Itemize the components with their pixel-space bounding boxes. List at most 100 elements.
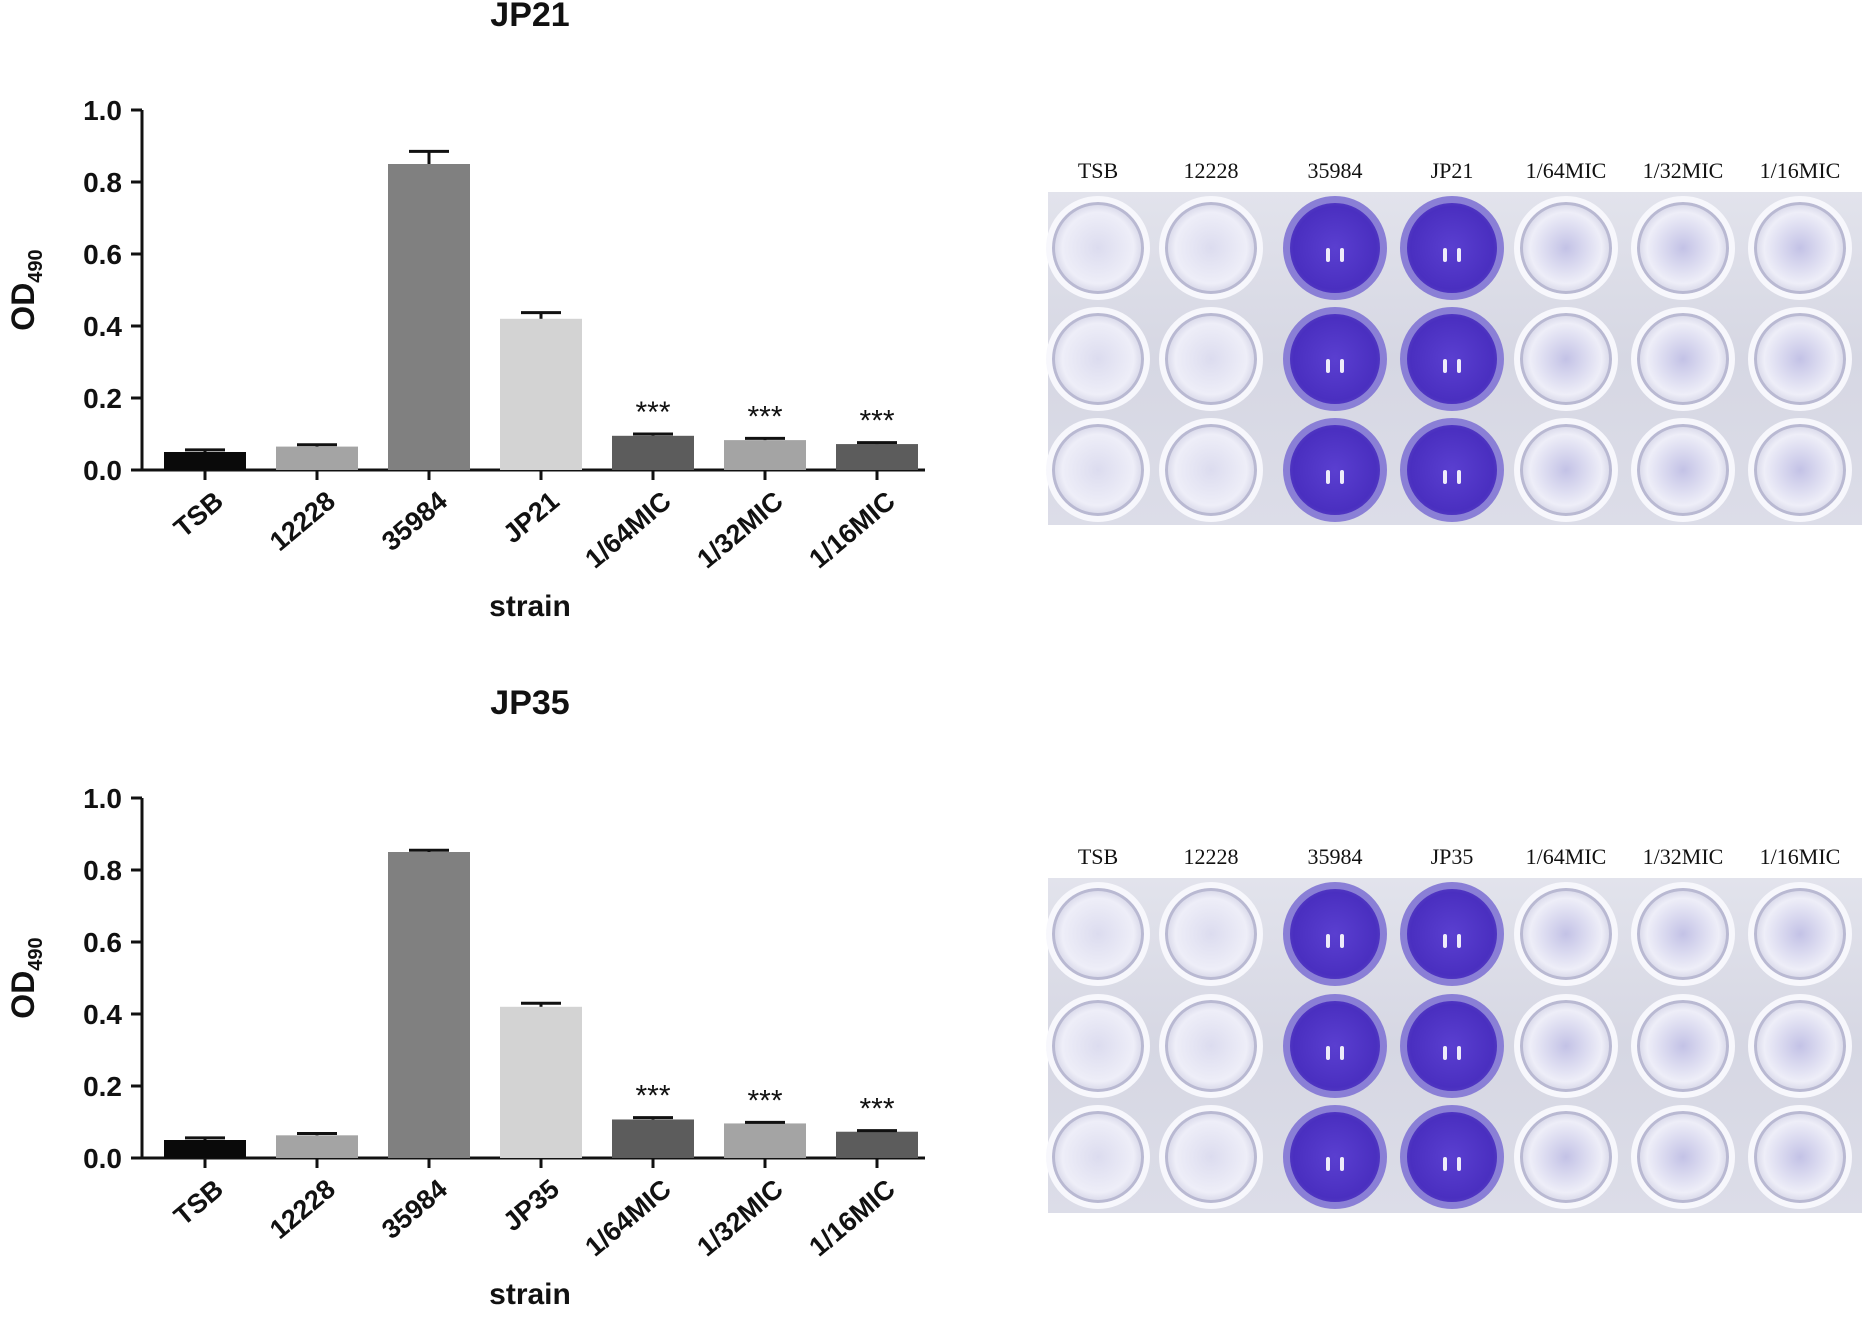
chart-title: JP35 bbox=[490, 688, 569, 722]
bar-1-32mic bbox=[724, 1123, 806, 1158]
plate-well bbox=[1046, 417, 1150, 522]
y-tick-label: 0.6 bbox=[83, 927, 122, 958]
well-reflection bbox=[1457, 247, 1461, 262]
plate-well bbox=[1283, 881, 1387, 986]
plate-well bbox=[1283, 417, 1387, 522]
y-axis-label: OD490 bbox=[5, 937, 47, 1018]
plate-column-labels: TSB 12228 35984 JP35 1/64MIC 1/32MIC 1/16MIC bbox=[1048, 836, 1862, 880]
x-tick-label: 1/16MIC bbox=[803, 1174, 900, 1263]
well-reflection bbox=[1326, 247, 1330, 262]
plate-well bbox=[1514, 195, 1618, 300]
plate-well bbox=[1400, 881, 1504, 986]
well-reflection bbox=[1443, 933, 1447, 948]
plate-label: 1/32MIC bbox=[1642, 158, 1724, 183]
y-tick-label: 0.0 bbox=[83, 455, 122, 486]
x-tick-label: 35984 bbox=[376, 1174, 453, 1245]
bar-chart-jp35: JP35 0.0 0.2 0.4 0.6 0.8 1.0 OD490 TSB 12228 35984… bbox=[5, 688, 925, 1311]
plate-well bbox=[1748, 417, 1852, 522]
plate-well bbox=[1631, 993, 1735, 1098]
plate-well bbox=[1631, 306, 1735, 411]
plate-well bbox=[1400, 1105, 1504, 1210]
plate-well bbox=[1631, 1105, 1735, 1210]
plate-well bbox=[1046, 306, 1150, 411]
plate-well bbox=[1400, 306, 1504, 411]
well-reflection bbox=[1340, 358, 1344, 373]
plate-well bbox=[1514, 306, 1618, 411]
well-reflection bbox=[1443, 247, 1447, 262]
bar-1-64mic bbox=[612, 435, 694, 470]
plate-well bbox=[1748, 993, 1852, 1098]
plate-label: 12228 bbox=[1183, 158, 1239, 183]
x-tick-label: TSB bbox=[168, 486, 229, 544]
y-tick-label: 0.2 bbox=[83, 383, 122, 414]
plate-well bbox=[1159, 306, 1263, 411]
bar-1-32mic bbox=[724, 440, 806, 470]
significance-marker: *** bbox=[635, 396, 670, 429]
y-tick-label: 1.0 bbox=[83, 783, 122, 814]
x-tick-label: JP21 bbox=[497, 486, 565, 550]
plate-board bbox=[1046, 192, 1862, 525]
plate-well bbox=[1283, 993, 1387, 1098]
x-tick-label: 12228 bbox=[264, 486, 341, 557]
bar-jp35 bbox=[500, 1006, 582, 1158]
y-tick-label: 0.2 bbox=[83, 1071, 122, 1102]
x-tick-label: 1/32MIC bbox=[691, 486, 788, 575]
plate-well bbox=[1046, 881, 1150, 986]
well-reflection bbox=[1457, 469, 1461, 484]
significance-marker: *** bbox=[859, 1093, 894, 1126]
y-tick-label: 0.8 bbox=[83, 167, 122, 198]
plate-label: 1/32MIC bbox=[1642, 844, 1724, 869]
well-reflection bbox=[1340, 1157, 1344, 1172]
well-reflection bbox=[1326, 358, 1330, 373]
plate-label: 35984 bbox=[1307, 844, 1363, 869]
well-reflection bbox=[1457, 358, 1461, 373]
significance-marker: *** bbox=[635, 1080, 670, 1113]
plate-well bbox=[1159, 881, 1263, 986]
x-tick-label: 1/16MIC bbox=[803, 486, 900, 575]
bar-12228 bbox=[276, 446, 358, 470]
well-reflection bbox=[1457, 1045, 1461, 1060]
plate-well bbox=[1400, 417, 1504, 522]
x-axis-label: strain bbox=[489, 1278, 571, 1311]
well-reflection bbox=[1443, 469, 1447, 484]
plate-label: 1/64MIC bbox=[1525, 844, 1607, 869]
plate-well bbox=[1748, 1105, 1852, 1210]
well-plate-photo-jp21: TSB 12228 35984 JP21 1/64MIC 1/32MIC 1/16MIC bbox=[1046, 150, 1862, 525]
chart-title: JP21 bbox=[490, 0, 569, 34]
bar-35984 bbox=[388, 852, 470, 1158]
plate-well bbox=[1046, 1105, 1150, 1210]
plate-well bbox=[1159, 993, 1263, 1098]
x-tick-label: 1/64MIC bbox=[579, 1174, 676, 1263]
y-tick-label: 0.4 bbox=[83, 311, 122, 342]
well-reflection bbox=[1340, 933, 1344, 948]
y-axis-label: OD490 bbox=[5, 249, 47, 330]
significance-marker: *** bbox=[747, 400, 782, 433]
well-reflection bbox=[1457, 933, 1461, 948]
plate-well bbox=[1748, 195, 1852, 300]
plate-well bbox=[1631, 195, 1735, 300]
plate-well bbox=[1159, 195, 1263, 300]
y-tick-label: 0.6 bbox=[83, 239, 122, 270]
plate-well bbox=[1748, 306, 1852, 411]
plate-label: 35984 bbox=[1307, 158, 1363, 183]
well-reflection bbox=[1340, 247, 1344, 262]
well-reflection bbox=[1326, 933, 1330, 948]
well-plate-photo-jp35: TSB 12228 35984 JP35 1/64MIC 1/32MIC 1/16MIC bbox=[1046, 836, 1862, 1213]
bar-1-16mic bbox=[836, 444, 918, 470]
well-reflection bbox=[1326, 1045, 1330, 1060]
bar-12228 bbox=[276, 1135, 358, 1158]
plate-well bbox=[1159, 1105, 1263, 1210]
y-axis-label-main: OD bbox=[5, 971, 41, 1019]
x-tick-label: 1/32MIC bbox=[691, 1174, 788, 1263]
plate-board bbox=[1046, 878, 1862, 1213]
y-tick-label: 1.0 bbox=[83, 95, 122, 126]
y-axis-label-main: OD bbox=[5, 283, 41, 331]
plate-well bbox=[1283, 195, 1387, 300]
plate-well bbox=[1631, 417, 1735, 522]
bar-jp21 bbox=[500, 318, 582, 470]
well-reflection bbox=[1443, 1157, 1447, 1172]
plate-well bbox=[1631, 881, 1735, 986]
y-tick-label: 0.4 bbox=[83, 999, 122, 1030]
plate-label: 12228 bbox=[1183, 844, 1239, 869]
plate-label: 1/16MIC bbox=[1759, 844, 1841, 869]
